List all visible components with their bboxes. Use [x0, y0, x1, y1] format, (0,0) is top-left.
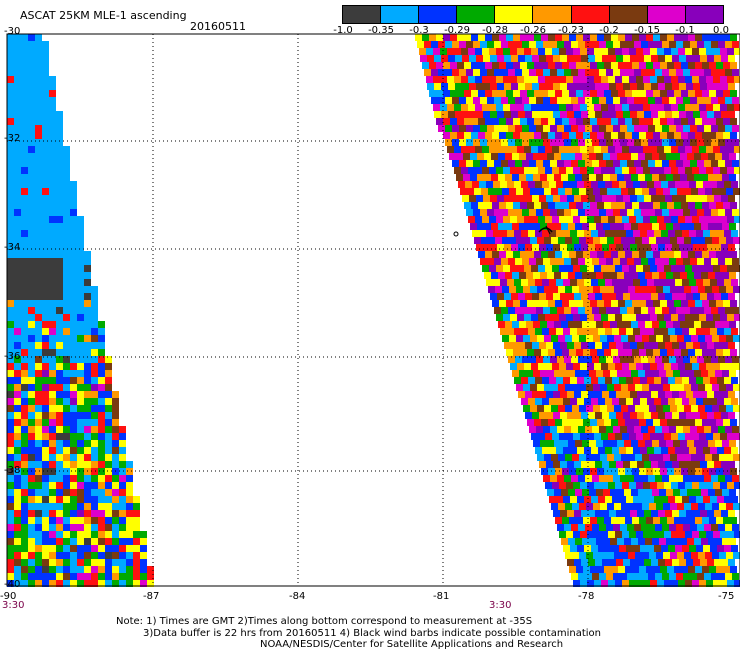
lon-label-78: -78 — [578, 591, 595, 602]
legend-label: -0.23 — [558, 25, 584, 36]
note-line-1: Note: 1) Times are GMT 2)Times along bot… — [116, 616, 533, 627]
lat-label-36: -36 — [4, 351, 21, 362]
color-legend-bar — [342, 5, 724, 24]
legend-swatch — [494, 6, 533, 23]
legend-swatch — [532, 6, 571, 23]
legend-swatch — [418, 6, 457, 23]
product-date: 20160511 — [190, 20, 246, 33]
legend-swatch — [570, 6, 609, 23]
note-line-3: NOAA/NESDIS/Center for Satellite Applica… — [260, 639, 564, 650]
legend-label: -1.0 — [333, 25, 353, 36]
lon-label-81: -81 — [433, 591, 450, 602]
map-frame — [6, 33, 740, 587]
legend-swatch — [608, 6, 647, 23]
legend-label: -0.2 — [599, 25, 619, 36]
legend-label: -0.35 — [368, 25, 394, 36]
swath-cells — [7, 34, 740, 587]
wind-barb-small-icon — [453, 231, 459, 237]
lat-lon-grid — [7, 34, 740, 586]
lon-label-90: -90 — [0, 591, 17, 602]
product-title: ASCAT 25KM MLE-1 ascending — [20, 9, 187, 22]
legend-swatch — [646, 6, 685, 23]
legend-swatch — [343, 6, 381, 23]
legend-label: -0.3 — [409, 25, 429, 36]
legend-label: -0.29 — [444, 25, 470, 36]
lat-label-32: -32 — [4, 133, 21, 144]
legend-label: 0.0 — [713, 25, 729, 36]
time-label-mid: 3:30 — [489, 600, 512, 611]
lat-label-34: -34 — [4, 242, 21, 253]
wind-barb-icon — [538, 225, 553, 235]
lon-label-84: -84 — [289, 591, 306, 602]
lat-label-38: -38 — [4, 465, 21, 476]
legend-swatch — [684, 6, 723, 23]
note-line-2: 3)Data buffer is 22 hrs from 20160511 4)… — [143, 628, 601, 639]
lon-label-87: -87 — [143, 591, 160, 602]
legend-swatch — [456, 6, 495, 23]
lon-label-75: -75 — [718, 591, 735, 602]
lat-label-30: -30 — [4, 26, 21, 37]
legend-label: -0.26 — [520, 25, 546, 36]
time-label-left: 3:30 — [2, 600, 25, 611]
legend-label: -0.28 — [482, 25, 508, 36]
legend-label: -0.15 — [634, 25, 660, 36]
lat-label-40: -40 — [4, 579, 21, 590]
legend-label: -0.1 — [675, 25, 695, 36]
legend-swatch — [380, 6, 419, 23]
color-legend-labels: -1.0 -0.35 -0.3 -0.29 -0.28 -0.26 -0.23 -0.2 -0.… — [0, 0, 740, 40]
